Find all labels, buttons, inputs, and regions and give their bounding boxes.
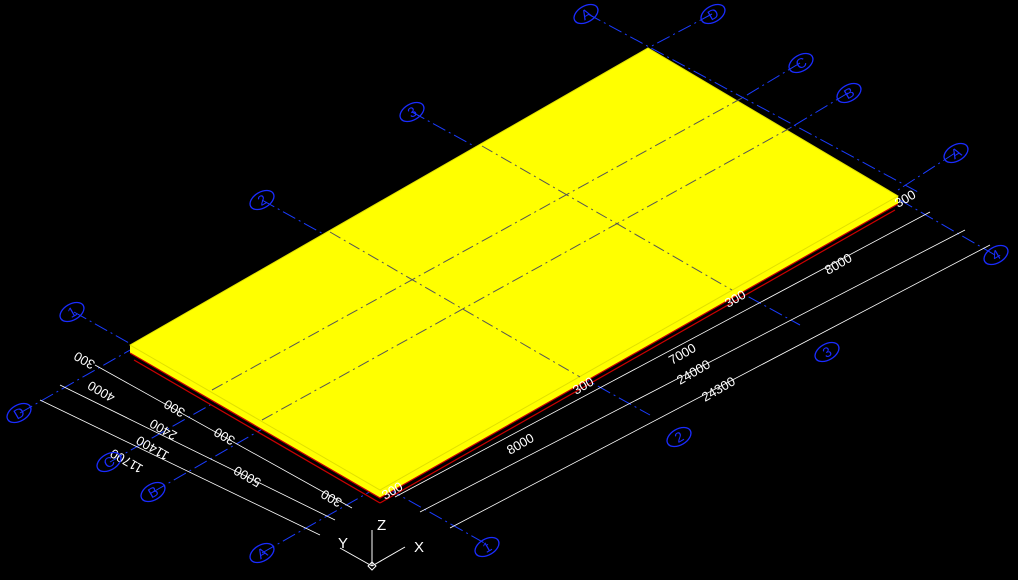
grid-bubble-circle: [249, 189, 275, 211]
grid-bubble-circle: [399, 101, 425, 123]
grid-line-c-right: [741, 62, 801, 99]
dim-line-y-3: [39, 399, 321, 536]
beam-edge-front: [129, 203, 899, 499]
grid-bubble-circle: [249, 542, 275, 564]
ucs-x-axis: [371, 546, 406, 567]
grid-bubble-circle: [140, 481, 166, 503]
dim-line-y-2: [59, 384, 336, 521]
grid-bubble-circle: [788, 52, 814, 74]
grid-bubble-circle: [6, 402, 32, 424]
dim-line-x-2: [419, 229, 966, 513]
grid-bubble-circle: [983, 244, 1009, 266]
grid-bubble-circle: [573, 3, 599, 25]
grid-line-b-right: [789, 92, 849, 129]
grid-bubble-circle: [59, 301, 85, 323]
ucs-icon: Z X Y: [338, 517, 424, 571]
grid-line-a-left: [261, 485, 381, 554]
grid-bubble-circle: [943, 142, 969, 164]
grid-bubble-circle: [96, 451, 122, 473]
grid-bubble-circle: [700, 3, 726, 25]
dim-line-x-1: [394, 211, 931, 498]
slab[interactable]: [128, 47, 899, 498]
ucs-x-label: X: [414, 539, 424, 556]
grid-line-a-right: [897, 152, 956, 191]
grid-bubble-circle: [836, 82, 862, 104]
slab-grid-3: [481, 145, 733, 291]
grid-bubble-circle: [474, 536, 500, 558]
beam-edge-front-lower: [133, 359, 381, 504]
ucs-y-axis: [339, 547, 373, 567]
ucs-origin-marker: [367, 561, 377, 571]
ucs-z-label: Z: [377, 517, 386, 534]
grid-line-a-top: [587, 13, 919, 193]
dim-line-x-3: [449, 244, 991, 529]
slab-grid-2: [329, 231, 581, 378]
grid-line-4: [899, 199, 996, 256]
grid-bubble-circle: [814, 341, 840, 363]
dim-line-y-1: [94, 364, 353, 509]
slab-side-face: [130, 345, 380, 498]
dimension-lines: [39, 211, 991, 536]
beam-edge-right-lower: [379, 209, 896, 504]
ucs-y-label: Y: [338, 535, 348, 552]
grid-line-c-left: [109, 367, 276, 463]
slab-grid-c: [211, 97, 743, 391]
grid-bubble-circle: [666, 426, 692, 448]
slab-grid-lines: [211, 97, 791, 421]
slab-side-face-front: [380, 196, 898, 498]
beam-outline: [129, 203, 899, 504]
slab-top-face: [128, 47, 899, 491]
